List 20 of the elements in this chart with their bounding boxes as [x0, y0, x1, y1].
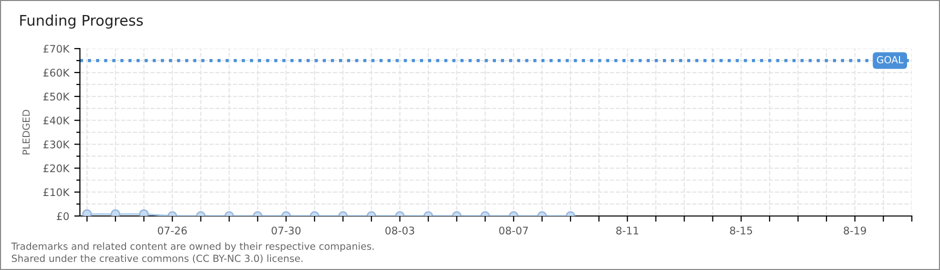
y-tick-label: £0: [56, 212, 69, 220]
y-tick-label: £10K: [43, 188, 70, 196]
y-axis-title: PLEDGED: [22, 110, 30, 154]
text: Trademarks and related content are owned by their respective companies.: [11, 242, 374, 252]
text: Shared under the creative commons (CC BY-NC 3.0) license.: [12, 254, 302, 264]
x-tick-label: 07-30: [272, 226, 301, 234]
x-tick-label: 08-07: [499, 226, 528, 234]
y-tick-label: £70K: [43, 44, 70, 53]
ref-line-label: GOAL: [876, 56, 904, 64]
x-tick-label: 07-26: [158, 226, 187, 234]
x-tick-label: 8-11: [616, 226, 638, 234]
x-tick-label: 8-15: [730, 226, 752, 234]
y-tick-label: £60K: [43, 68, 70, 77]
x-tick-label: 8-19: [844, 226, 866, 234]
y-tick-label: £40K: [43, 116, 70, 124]
chart-title: Funding Progress: [20, 14, 143, 29]
y-tick-label: £30K: [43, 140, 70, 148]
y-tick-label: £20K: [43, 164, 70, 172]
y-tick-label: £50K: [43, 92, 70, 101]
x-tick-label: 08-03: [385, 226, 414, 234]
